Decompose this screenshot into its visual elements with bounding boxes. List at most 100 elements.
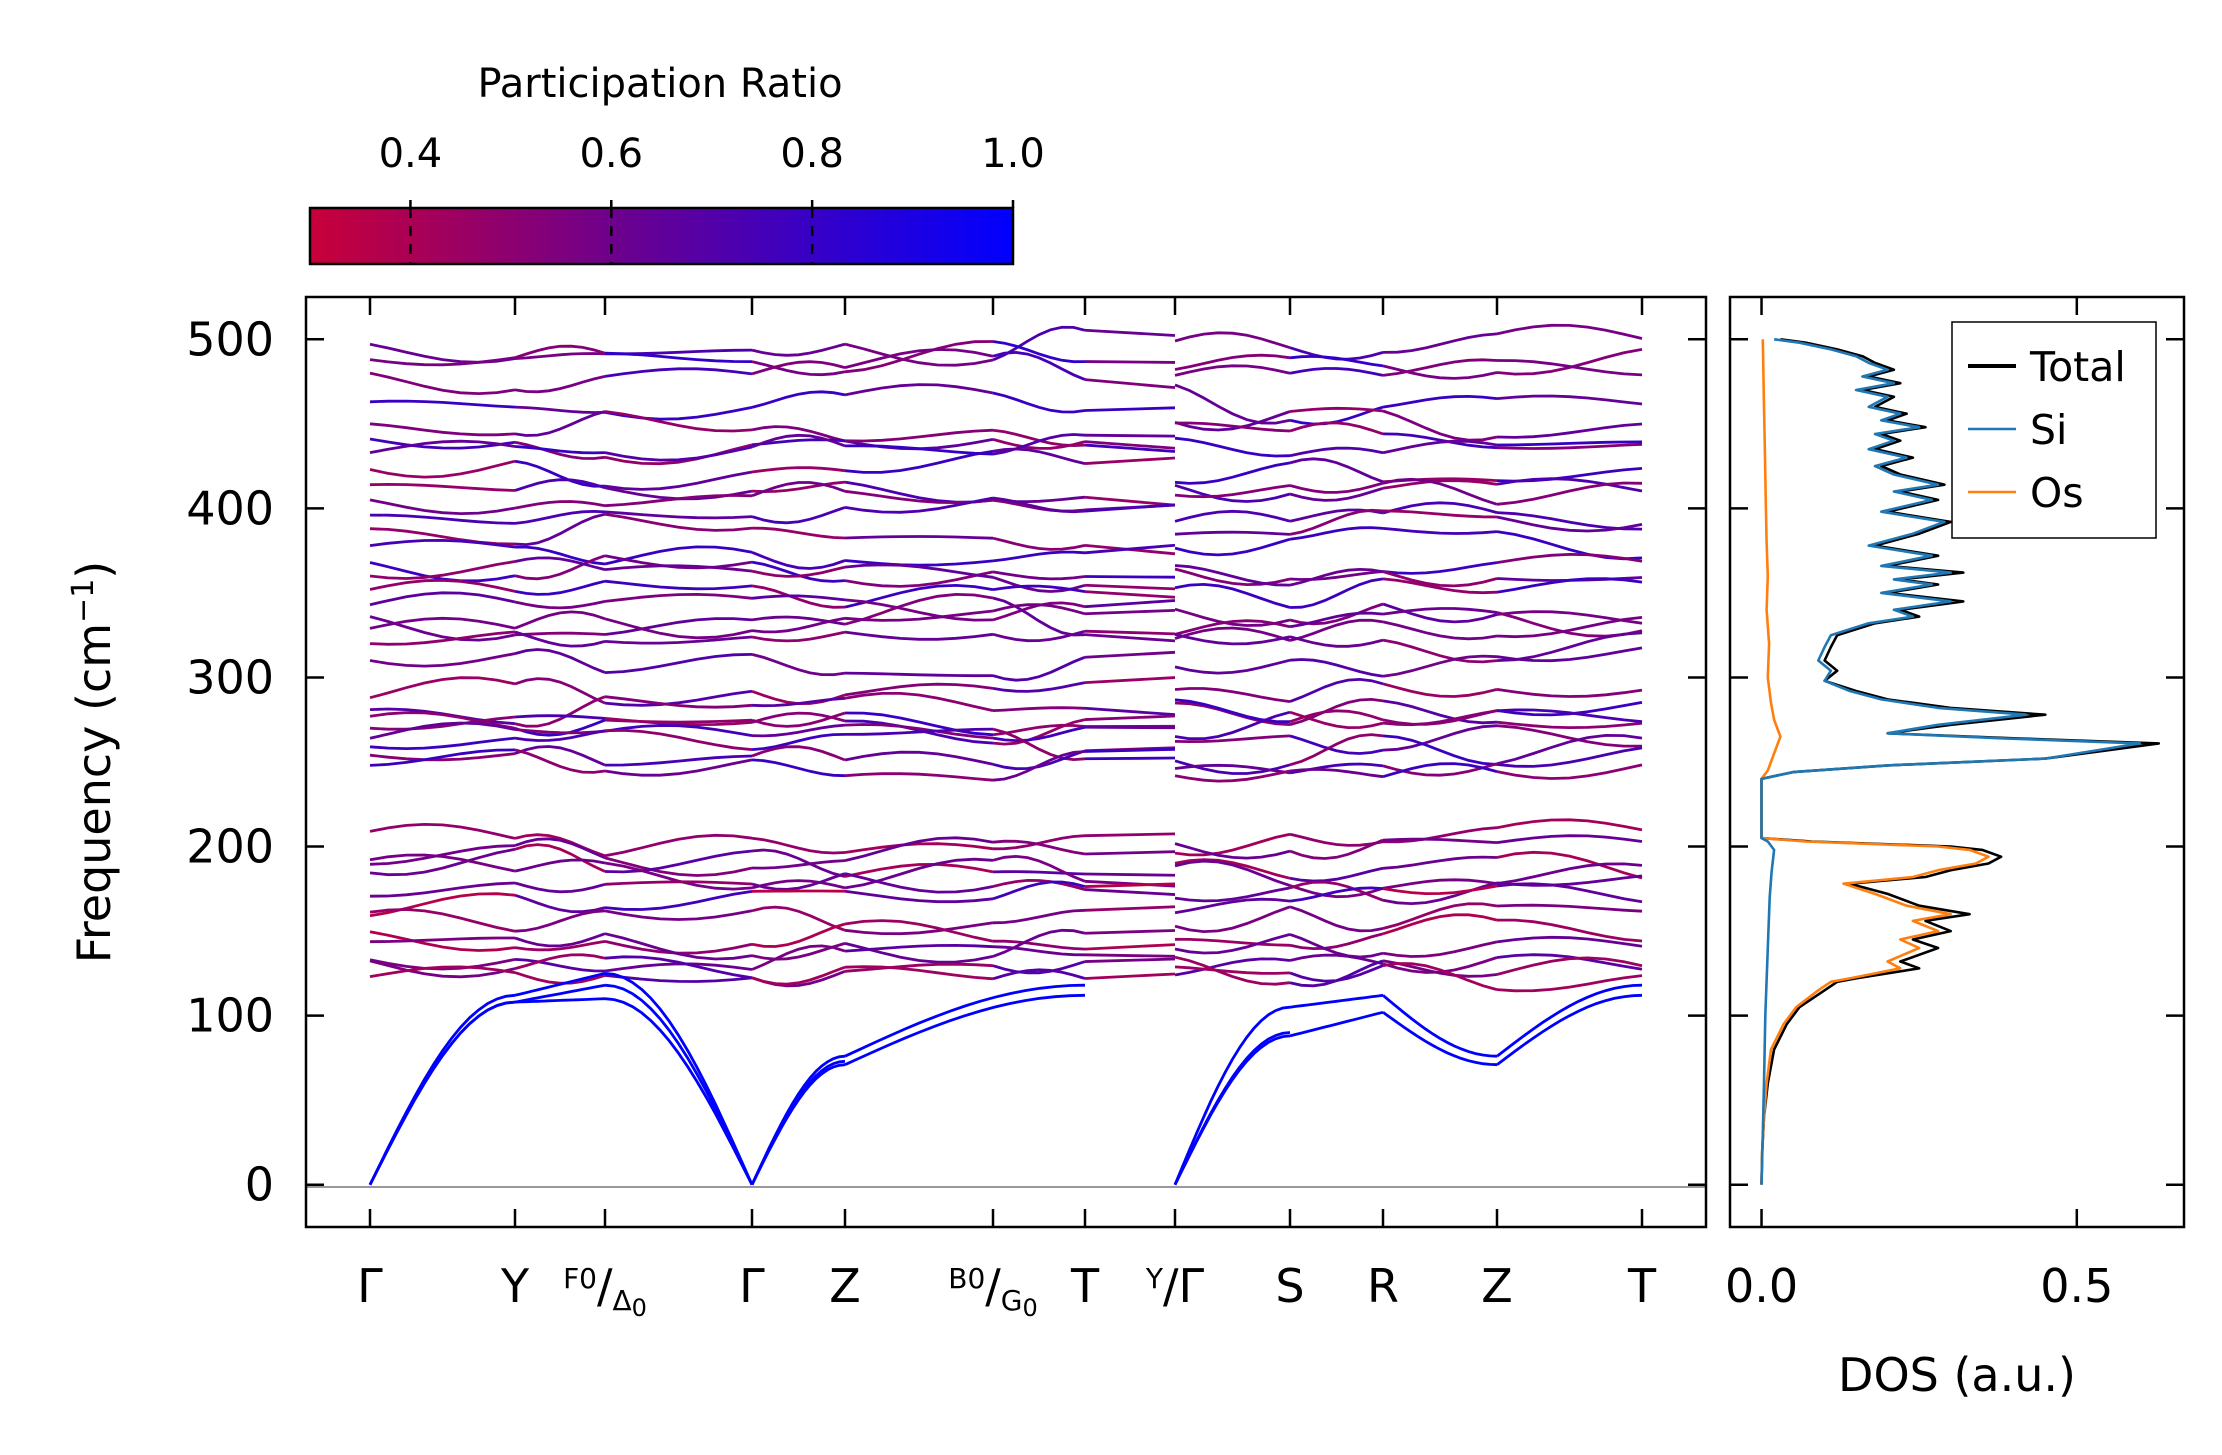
optical-band-low xyxy=(514,940,606,952)
colorbar-tick-label: 1.0 xyxy=(981,131,1045,177)
optical-band-low xyxy=(604,849,753,874)
optical-band-low xyxy=(844,962,994,973)
optical-band-high xyxy=(1174,769,1291,783)
optical-band-low xyxy=(604,909,753,921)
dos-series-si xyxy=(1760,338,2142,1185)
optical-band-high xyxy=(1496,477,1643,493)
acoustic-branch xyxy=(1289,1010,1384,1038)
optical-band-low xyxy=(1496,953,1643,971)
optical-band-high xyxy=(1174,436,1291,458)
optical-band-low xyxy=(1084,882,1176,888)
optical-band-high xyxy=(369,399,516,409)
optical-band-high xyxy=(751,481,846,498)
optical-band-low xyxy=(1174,832,1291,857)
optical-band-low xyxy=(1084,832,1176,838)
optical-band-low xyxy=(1174,858,1291,880)
acoustic-branch xyxy=(844,993,1086,1066)
optical-band-low xyxy=(992,960,1086,975)
optical-band-low xyxy=(751,905,846,932)
optical-band-high xyxy=(844,570,994,588)
optical-band-high xyxy=(1496,720,1643,730)
optical-band-low xyxy=(1496,834,1643,844)
optical-band-high xyxy=(369,439,516,454)
optical-band-high xyxy=(751,360,846,376)
band-frame xyxy=(304,295,1708,1229)
kpath-label-pre: B xyxy=(948,1262,967,1295)
optical-band-low xyxy=(1084,953,1176,958)
dos-panel: 0.0 0.5 DOS (a.u.) Total Si Os xyxy=(1725,295,2186,1402)
optical-band-high xyxy=(514,445,606,455)
optical-band-low xyxy=(1084,872,1176,877)
optical-band-high xyxy=(992,536,1086,551)
optical-band-low xyxy=(1289,838,1384,860)
optical-band-low xyxy=(1496,956,1643,976)
optical-band-high xyxy=(369,748,516,767)
optical-band-high xyxy=(1289,611,1384,629)
optical-band-high xyxy=(514,478,606,492)
optical-band-high xyxy=(751,425,846,443)
optical-band-low xyxy=(1174,859,1291,887)
kpath-label-slash: / xyxy=(985,1259,1001,1313)
optical-band-high xyxy=(1174,483,1291,503)
optical-band-high xyxy=(1084,714,1176,721)
optical-band-high xyxy=(369,498,516,516)
optical-band-low xyxy=(751,872,846,891)
optical-band-high xyxy=(369,591,516,607)
kpath-label-text: B0/G0 xyxy=(948,1259,1038,1322)
optical-band-high xyxy=(992,570,1086,581)
optical-band-low xyxy=(1289,832,1384,847)
optical-band-high xyxy=(369,715,516,731)
kpath-label-main-sub: 0 xyxy=(632,1294,647,1322)
optical-band-high xyxy=(1174,734,1291,744)
optical-band-low xyxy=(751,836,846,855)
optical-band-low xyxy=(751,944,846,971)
kpath-label: F0/Δ0 xyxy=(563,1259,647,1322)
optical-band-high xyxy=(751,433,846,449)
optical-band-low xyxy=(1084,888,1176,896)
optical-band-high xyxy=(1382,762,1498,777)
optical-band-high xyxy=(1289,697,1384,726)
optical-band-low xyxy=(1289,905,1384,933)
kpath-label: Γ xyxy=(357,1259,383,1313)
optical-band-high xyxy=(844,563,994,579)
optical-band-high xyxy=(844,535,994,540)
optical-band-high xyxy=(1289,710,1384,730)
optical-band-high xyxy=(1382,479,1498,490)
colorbar: Participation Ratio 0.4 0.6 0.8 1.0 xyxy=(308,61,1045,266)
acoustic-branch xyxy=(1496,983,1643,1058)
optical-band-high xyxy=(1289,733,1384,767)
kpath-label-pre-sub: 0 xyxy=(579,1262,597,1295)
optical-band-high xyxy=(604,493,753,508)
optical-band-low xyxy=(369,930,516,952)
optical-band-high xyxy=(992,447,1086,465)
optical-band-low xyxy=(1289,964,1384,983)
optical-band-high xyxy=(604,728,753,751)
acoustic-branch xyxy=(514,997,606,1004)
optical-band-high xyxy=(1174,530,1291,536)
optical-band-high xyxy=(751,723,846,738)
optical-band-high xyxy=(1084,590,1176,599)
kpath-label-text: Y/Γ xyxy=(1145,1259,1205,1313)
optical-band-low xyxy=(1496,935,1643,948)
optical-band-high xyxy=(1174,509,1291,523)
optical-band-low xyxy=(514,893,606,914)
optical-band-high xyxy=(369,736,516,751)
acoustic-branch xyxy=(514,983,606,1004)
optical-band-high xyxy=(1382,699,1498,725)
optical-band-low xyxy=(751,965,846,986)
y-axis-title: Frequency (cm−1) xyxy=(66,561,122,964)
optical-band-high xyxy=(369,615,516,642)
optical-band-high xyxy=(514,352,606,360)
optical-band-low xyxy=(992,908,1086,925)
kpath-label-slash: / xyxy=(1163,1259,1179,1313)
optical-band-low xyxy=(1174,937,1291,947)
optical-band-high xyxy=(1174,619,1291,636)
optical-band-low xyxy=(1289,866,1384,883)
optical-band-high xyxy=(844,609,994,622)
optical-band-low xyxy=(992,854,1086,883)
optical-band-high xyxy=(751,584,846,609)
optical-band-high xyxy=(1382,432,1498,450)
optical-band-low xyxy=(751,879,846,890)
optical-band-high xyxy=(604,367,753,378)
optical-band-high xyxy=(604,510,753,520)
